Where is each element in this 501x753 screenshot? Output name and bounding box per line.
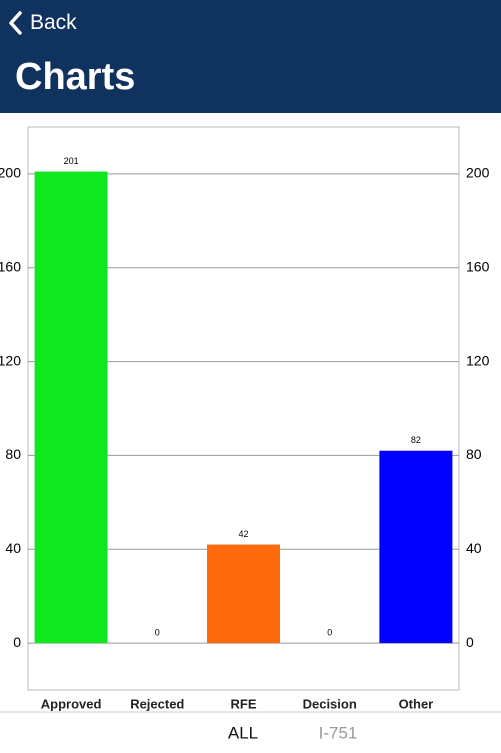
y-tick-label-right: 120 (466, 352, 490, 368)
y-tick-label-right: 160 (466, 258, 490, 274)
chart: 0 0 40 40 80 80 120 120 160 160 200 200 201 Approved 0… (0, 126, 501, 742)
x-tick-label: Other (399, 696, 434, 711)
page-title: Charts (15, 56, 136, 98)
value-label: 0 (155, 627, 160, 637)
bar (207, 544, 280, 644)
y-tick-label-left: 160 (0, 258, 21, 274)
bar (379, 450, 453, 644)
value-label: 201 (64, 156, 79, 166)
y-tick-label-right: 80 (466, 446, 482, 462)
y-tick-label-left: 0 (13, 634, 21, 650)
x-tick-label: RFE (231, 696, 257, 711)
y-tick-label-left: 40 (5, 540, 21, 556)
y-tick-label-right: 40 (466, 540, 482, 556)
tab[interactable]: ALL (228, 723, 258, 742)
plot-frame (27, 126, 460, 691)
y-tick-label-left: 200 (0, 165, 21, 181)
y-tick-label-right: 200 (466, 165, 490, 181)
value-label: 82 (411, 435, 421, 445)
y-tick-label-right: 0 (466, 634, 474, 650)
nav-bar: Back Charts (0, 0, 501, 113)
y-tick-label-left: 120 (0, 352, 21, 368)
tab[interactable]: I-751 (319, 723, 358, 742)
back-label: Back (30, 11, 77, 34)
y-tick-label-left: 80 (5, 446, 21, 462)
back-button[interactable]: Back (8, 10, 77, 36)
x-tick-label: Decision (303, 696, 357, 711)
bar (34, 171, 108, 644)
x-tick-label: Rejected (130, 696, 184, 711)
x-tick-label: Approved (41, 696, 102, 711)
value-label: 42 (238, 529, 248, 539)
value-label: 0 (327, 627, 332, 637)
back-chevron (9, 11, 22, 35)
